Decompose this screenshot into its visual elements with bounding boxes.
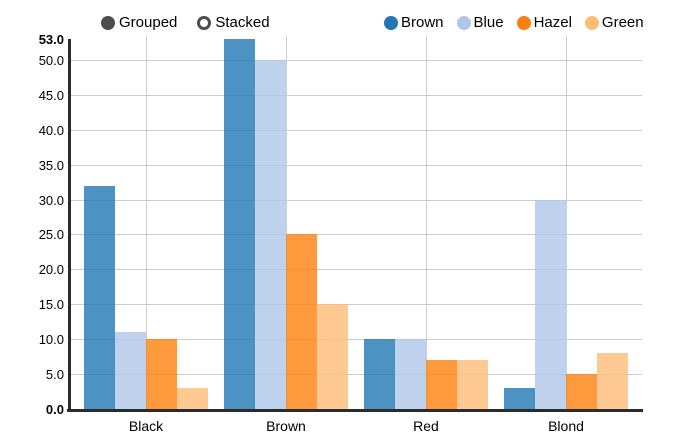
gridline-horizontal: [70, 129, 642, 131]
y-axis-line: [68, 39, 71, 411]
legend-label-brown: Brown: [401, 14, 444, 31]
gridline-horizontal: [70, 59, 642, 61]
bar-blue-red: [395, 339, 426, 409]
gridline-horizontal: [70, 199, 642, 201]
bar-brown-black: [84, 185, 115, 409]
bar-hazel-blond: [566, 374, 597, 409]
x-axis-category-label: Blond: [548, 418, 584, 434]
legend-swatch-hazel-icon: [516, 15, 531, 30]
y-axis-tick-label: 30.0: [38, 192, 64, 208]
bar-green-black: [177, 388, 208, 409]
bar-brown-blond: [504, 388, 535, 409]
legend-label-green: Green: [601, 14, 644, 31]
legend-swatch-blue-icon: [456, 15, 471, 30]
bar-hazel-brown: [286, 234, 317, 409]
gridline-vertical: [146, 36, 147, 409]
y-axis-tick-label: 35.0: [38, 157, 64, 173]
gridline-vertical: [426, 36, 427, 409]
y-axis-tick-label: 5.0: [45, 367, 64, 383]
x-axis-category-label: Brown: [266, 418, 306, 434]
y-axis-tick-label: 15.0: [38, 297, 64, 313]
radio-selected-icon[interactable]: [101, 15, 115, 30]
bar-hazel-black: [146, 339, 177, 409]
x-axis-category-label: Black: [128, 418, 164, 434]
mode-option-grouped[interactable]: Grouped: [101, 14, 177, 31]
mode-option-stacked[interactable]: Stacked: [197, 14, 270, 31]
y-axis-tick-label: 45.0: [38, 87, 64, 103]
gridline-horizontal: [70, 304, 642, 306]
mode-option-stacked-label: Stacked: [215, 14, 270, 31]
legend-item-blue: Blue: [456, 14, 504, 31]
gridline-horizontal: [70, 164, 642, 166]
legend-item-green: Green: [584, 14, 644, 31]
gridline-vertical: [566, 36, 567, 409]
y-axis-tick-label: 53.0: [38, 32, 64, 47]
gridline-vertical: [286, 36, 287, 409]
gridline-horizontal: [70, 269, 642, 271]
legend-label-hazel: Hazel: [533, 14, 572, 31]
bar-green-blond: [597, 353, 628, 409]
y-axis-tick-label: 10.0: [38, 332, 64, 348]
bar-blue-blond: [535, 199, 566, 409]
bar-green-red: [457, 360, 488, 409]
legend-item-hazel: Hazel: [516, 14, 572, 31]
bar-brown-red: [364, 339, 395, 409]
radio-unselected-icon[interactable]: [197, 15, 212, 30]
legend-item-brown: Brown: [384, 14, 444, 31]
legend: Brown Blue Hazel Green: [384, 14, 644, 31]
bar-blue-brown: [255, 59, 286, 409]
legend-swatch-brown-icon: [384, 15, 398, 30]
legend-swatch-green-icon: [584, 15, 599, 30]
mode-toggle: Grouped Stacked: [101, 14, 270, 31]
x-axis-line: [67, 409, 643, 412]
gridline-horizontal: [70, 234, 642, 236]
legend-label-blue: Blue: [473, 14, 504, 31]
y-axis-tick-label: 40.0: [38, 122, 64, 138]
bar-hazel-red: [426, 360, 457, 409]
bar-brown-brown: [224, 39, 255, 409]
y-axis-tick-label: 25.0: [38, 227, 64, 243]
bar-blue-black: [115, 332, 146, 409]
bar-green-brown: [317, 304, 348, 409]
x-axis-category-label: Red: [413, 418, 439, 434]
y-axis-tick-label: 20.0: [38, 262, 64, 278]
y-axis-tick-label: 50.0: [38, 52, 64, 68]
gridline-horizontal: [70, 374, 642, 376]
y-axis-tick-label: 0.0: [45, 402, 64, 417]
mode-option-grouped-label: Grouped: [119, 14, 178, 31]
gridline-horizontal: [70, 339, 642, 341]
gridline-horizontal: [70, 94, 642, 96]
